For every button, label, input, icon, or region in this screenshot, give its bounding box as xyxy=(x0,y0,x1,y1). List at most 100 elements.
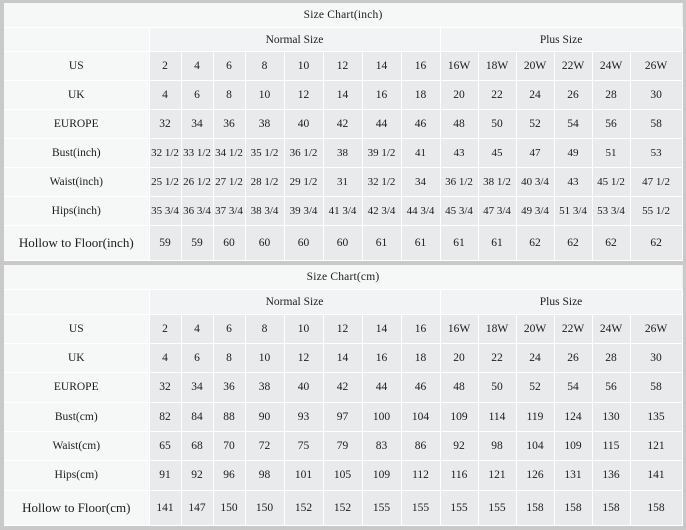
group-corner-cell xyxy=(4,27,150,52)
table-row-hollow-to-floor: Hollow to Floor(cm) 141 147 150 150 152 … xyxy=(4,489,683,527)
cell: 14 xyxy=(322,342,363,374)
cell: 126 xyxy=(515,460,555,491)
cell: 42 xyxy=(322,372,363,403)
title-row: Size Chart(inch) xyxy=(4,3,683,28)
cell: 68 xyxy=(180,430,214,462)
cell: 155 xyxy=(400,489,441,527)
table-row-bust: Bust(cm) 82 84 88 90 93 97 100 104 109 1… xyxy=(4,401,683,432)
cell: 54 xyxy=(553,372,593,403)
cell: 59 xyxy=(180,225,214,261)
cell: 34 1/2 xyxy=(212,138,246,168)
cell: 22 xyxy=(477,80,517,110)
cell: 104 xyxy=(400,401,441,432)
cell: 53 xyxy=(629,138,683,168)
cell: 41 3/4 xyxy=(322,196,363,226)
cell: 93 xyxy=(283,401,324,432)
cell: 32 xyxy=(148,109,182,139)
cell: 35 1/2 xyxy=(244,138,285,168)
cell: 112 xyxy=(400,460,441,491)
cell: 155 xyxy=(439,489,479,527)
cell: 34 xyxy=(400,167,441,197)
cell: 62 xyxy=(591,225,631,261)
cell: 30 xyxy=(629,342,683,374)
cell: 72 xyxy=(244,430,285,462)
table-row-waist: Waist(cm) 65 68 70 72 75 79 83 86 92 98 … xyxy=(4,430,683,462)
cell: 14 xyxy=(361,51,402,81)
cell: 58 xyxy=(629,109,683,139)
cell: 12 xyxy=(322,51,363,81)
cell: 61 xyxy=(477,225,517,261)
table-row-hips: Hips(cm) 91 92 96 98 101 105 109 112 116… xyxy=(4,460,683,491)
cell: 61 xyxy=(361,225,402,261)
cell: 18W xyxy=(477,51,517,81)
cell: 8 xyxy=(212,342,246,374)
cell: 30 xyxy=(629,80,683,110)
size-table-cm: Size Chart(cm) Normal Size Plus Size US … xyxy=(4,265,683,527)
cell: 158 xyxy=(591,489,631,527)
cell: 16 xyxy=(361,342,402,374)
cell: 50 xyxy=(477,372,517,403)
cell: 100 xyxy=(361,401,402,432)
cell: 10 xyxy=(244,342,285,374)
cell: 6 xyxy=(212,313,246,344)
cell: 59 xyxy=(148,225,182,261)
cell: 65 xyxy=(148,430,182,462)
cell: 155 xyxy=(477,489,517,527)
cell: 14 xyxy=(361,313,402,344)
cell: 60 xyxy=(244,225,285,261)
group-header-row: Normal Size Plus Size xyxy=(4,27,683,52)
table-row-us: US 2 4 6 8 10 12 14 16 16W 18W 20W 22W 2… xyxy=(4,51,683,81)
cell: 42 xyxy=(322,109,363,139)
cell: 48 xyxy=(439,372,479,403)
cell: 16W xyxy=(439,313,479,344)
cell: 83 xyxy=(361,430,402,462)
cell: 47 xyxy=(515,138,555,168)
cell: 62 xyxy=(553,225,593,261)
cell: 36 3/4 xyxy=(180,196,214,226)
cell: 32 1/2 xyxy=(148,138,182,168)
size-table-inch: Size Chart(inch) Normal Size Plus Size U… xyxy=(4,3,683,261)
cell: 10 xyxy=(283,313,324,344)
cell: 20W xyxy=(515,51,555,81)
cell: 158 xyxy=(629,489,683,527)
cell: 114 xyxy=(477,401,517,432)
table-body-inch: Size Chart(inch) Normal Size Plus Size U… xyxy=(4,3,683,261)
cell: 32 1/2 xyxy=(361,167,402,197)
chart-title: Size Chart(cm) xyxy=(4,265,683,291)
cell: 92 xyxy=(180,460,214,491)
cell: 105 xyxy=(322,460,363,491)
cell: 27 1/2 xyxy=(212,167,246,197)
row-label-uk: UK xyxy=(4,342,150,374)
row-label-us: US xyxy=(4,313,150,344)
row-label-hips: Hips(cm) xyxy=(4,460,150,491)
cell: 16 xyxy=(361,80,402,110)
cell: 82 xyxy=(148,401,182,432)
table-row-europe: EUROPE 32 34 36 38 40 42 44 46 48 50 52 … xyxy=(4,372,683,403)
cell: 44 xyxy=(361,372,402,403)
cell: 42 3/4 xyxy=(361,196,402,226)
cell: 147 xyxy=(180,489,214,527)
cell: 34 xyxy=(180,372,214,403)
cell: 152 xyxy=(322,489,363,527)
cell: 33 1/2 xyxy=(180,138,214,168)
cell: 60 xyxy=(322,225,363,261)
cell: 34 xyxy=(180,109,214,139)
cell: 84 xyxy=(180,401,214,432)
cell: 18W xyxy=(477,313,517,344)
cell: 28 1/2 xyxy=(244,167,285,197)
size-chart-cm: Size Chart(cm) Normal Size Plus Size US … xyxy=(0,262,686,530)
cell: 28 xyxy=(591,80,631,110)
cell: 22W xyxy=(553,51,593,81)
table-row-us: US 2 4 6 8 10 12 14 16 16W 18W 20W 22W 2… xyxy=(4,313,683,344)
cell: 16 xyxy=(400,313,441,344)
cell: 158 xyxy=(515,489,555,527)
cell: 38 1/2 xyxy=(477,167,517,197)
cell: 109 xyxy=(553,430,593,462)
cell: 40 3/4 xyxy=(515,167,555,197)
cell: 104 xyxy=(515,430,555,462)
cell: 22 xyxy=(477,342,517,374)
cell: 36 xyxy=(212,109,246,139)
cell: 62 xyxy=(515,225,555,261)
cell: 109 xyxy=(361,460,402,491)
cell: 31 xyxy=(322,167,363,197)
